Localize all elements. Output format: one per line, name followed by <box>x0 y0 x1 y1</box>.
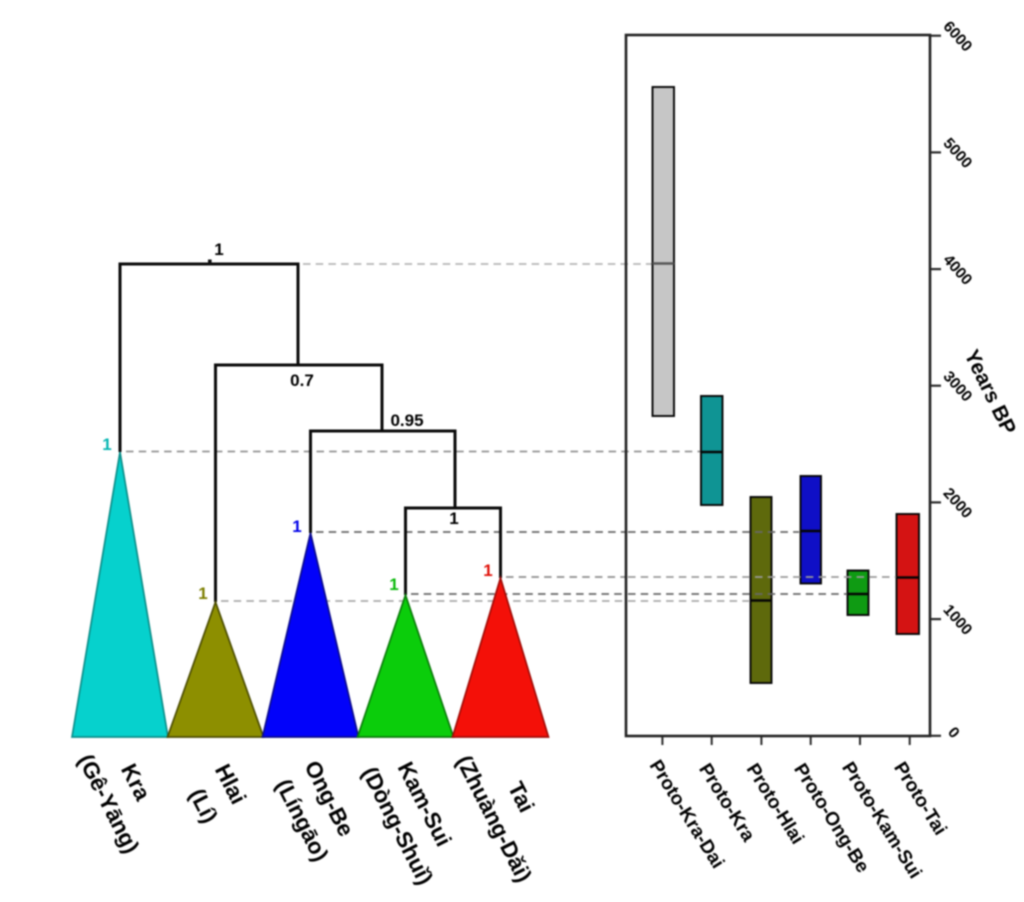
svg-text:Ong-Be(Língāo): Ong-Be(Língāo) <box>269 757 363 866</box>
svg-text:0: 0 <box>944 724 962 742</box>
svg-text:1: 1 <box>449 509 458 528</box>
svg-text:1: 1 <box>102 435 111 454</box>
svg-text:6000: 6000 <box>939 18 975 55</box>
svg-text:Hlai(Lí): Hlai(Lí) <box>180 760 253 827</box>
svg-text:1: 1 <box>389 575 398 594</box>
svg-text:4000: 4000 <box>939 252 975 289</box>
svg-text:2000: 2000 <box>939 485 975 522</box>
svg-text:0.7: 0.7 <box>290 371 314 390</box>
svg-text:5000: 5000 <box>939 135 975 172</box>
svg-text:Tai(Zhuàng-Dǎi): Tai(Zhuàng-Dǎi) <box>451 736 567 886</box>
svg-text:Kam-Sui(Dòng-Shuǐ): Kam-Sui(Dòng-Shuǐ) <box>357 747 468 888</box>
svg-text:1: 1 <box>198 584 207 603</box>
svg-text:0.95: 0.95 <box>390 411 423 430</box>
svg-text:1000: 1000 <box>939 602 975 639</box>
svg-text:1: 1 <box>214 240 223 259</box>
svg-text:1: 1 <box>292 517 301 536</box>
svg-text:Kra(Gê-Yāng): Kra(Gê-Yāng) <box>73 735 174 858</box>
svg-text:1: 1 <box>483 561 492 580</box>
